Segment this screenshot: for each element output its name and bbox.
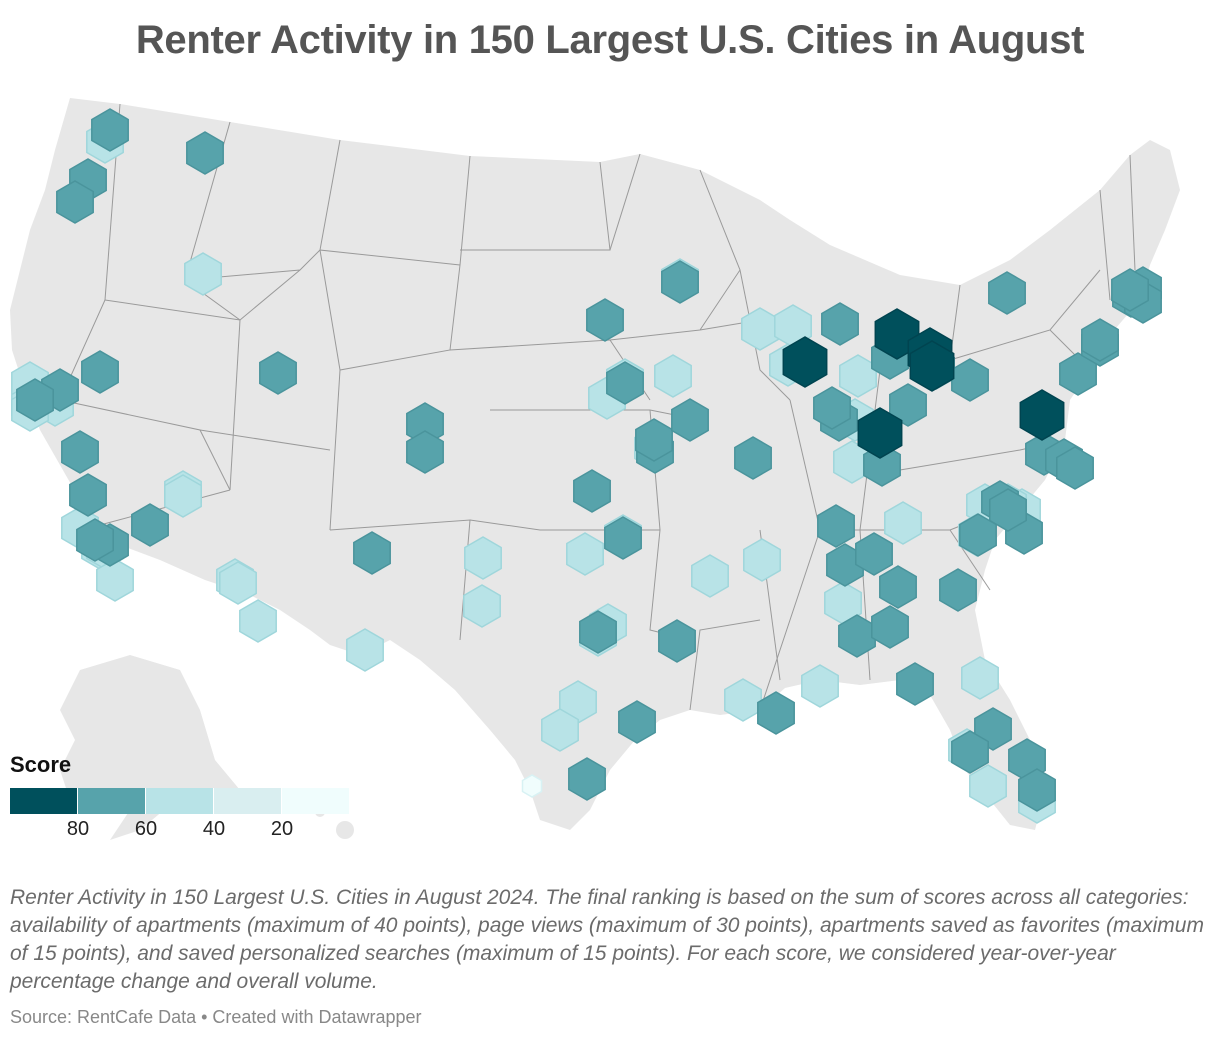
state-border-line	[199, 429, 331, 451]
city-hexagon-60-80[interactable]	[353, 531, 391, 575]
legend-swatch-80plus	[10, 788, 78, 814]
city-hexagon-60-80[interactable]	[871, 605, 909, 649]
map-canvas	[10, 98, 1180, 840]
legend-tick-60: 60	[134, 818, 158, 840]
city-hexagon-40-60[interactable]	[219, 561, 257, 605]
state-border-line	[789, 399, 821, 531]
city-hexagon-60-80[interactable]	[56, 180, 94, 224]
city-hexagon-60-80[interactable]	[76, 518, 114, 562]
state-border-line	[759, 529, 821, 711]
legend-tick-20: 20	[270, 818, 294, 840]
city-hexagon-40-60[interactable]	[463, 584, 501, 628]
chart-caption: Renter Activity in 150 Largest U.S. Citi…	[10, 886, 1204, 993]
city-hexagon-40-60[interactable]	[566, 532, 604, 576]
state-border-line	[1129, 154, 1136, 271]
city-hexagon-80plus[interactable]	[909, 340, 955, 392]
city-hexagon-60-80[interactable]	[586, 298, 624, 342]
city-hexagon-40-60[interactable]	[239, 599, 277, 643]
city-hexagon-60-80[interactable]	[658, 619, 696, 663]
city-hexagon-60-80[interactable]	[879, 565, 917, 609]
city-hexagon-60-80[interactable]	[91, 108, 129, 152]
us-map	[0, 70, 1220, 850]
legend-title: Score	[10, 752, 72, 777]
city-hexagon-60-80[interactable]	[406, 430, 444, 474]
city-hexagon-60-80[interactable]	[734, 436, 772, 480]
city-hexagons	[11, 108, 1162, 824]
city-hexagon-60-80[interactable]	[579, 610, 617, 654]
city-hexagon-60-80[interactable]	[16, 378, 54, 422]
state-border-line	[689, 619, 761, 711]
state-border-line	[319, 249, 461, 371]
source-credit: Source: RentCafe Data • Created with Dat…	[10, 1007, 422, 1027]
legend-color-bar	[10, 788, 350, 814]
state-border-line	[459, 155, 471, 266]
state-border-line	[329, 369, 341, 531]
city-hexagon-60-80[interactable]	[1111, 268, 1149, 312]
state-border-line	[739, 269, 791, 401]
city-hexagon-40-60[interactable]	[969, 764, 1007, 808]
legend-swatch-20-40	[214, 788, 282, 814]
state-border-line	[949, 529, 991, 591]
city-hexagon-60-80[interactable]	[813, 386, 851, 430]
city-hexagon-60-80[interactable]	[889, 383, 927, 427]
city-hexagon-60-80[interactable]	[989, 488, 1027, 532]
city-hexagon-40-60[interactable]	[164, 474, 202, 518]
chart-title: Renter Activity in 150 Largest U.S. Citi…	[135, 18, 1085, 62]
state-border-line	[59, 399, 231, 491]
city-hexagon-80plus[interactable]	[857, 407, 903, 459]
city-hexagon-60-80[interactable]	[821, 302, 859, 346]
city-hexagon-60-80[interactable]	[618, 700, 656, 744]
city-hexagon-40-60[interactable]	[801, 664, 839, 708]
city-hexagon-60-80[interactable]	[568, 757, 606, 801]
city-hexagon-60-80[interactable]	[988, 271, 1026, 315]
city-hexagon-60-80[interactable]	[131, 503, 169, 547]
city-hexagon-40-60[interactable]	[96, 558, 134, 602]
state-border-line	[99, 489, 231, 526]
legend-tick-40: 40	[202, 818, 226, 840]
state-border-line	[1099, 189, 1111, 301]
city-hexagon-80plus[interactable]	[1019, 389, 1065, 441]
city-hexagon-60-80[interactable]	[817, 504, 855, 548]
city-hexagon-40-60[interactable]	[654, 354, 692, 398]
city-hexagon-60-80[interactable]	[855, 532, 893, 576]
city-hexagon-40-60[interactable]	[184, 252, 222, 296]
city-hexagon-40-60[interactable]	[346, 628, 384, 672]
city-hexagon-60-80[interactable]	[61, 430, 99, 474]
city-hexagon-40-60[interactable]	[541, 708, 579, 752]
city-hexagon-60-80[interactable]	[1056, 446, 1094, 490]
legend-swatch-0-20	[282, 788, 350, 814]
city-hexagon-60-80[interactable]	[1018, 768, 1056, 812]
city-hexagon-60-80[interactable]	[661, 260, 699, 304]
city-hexagon-60-80[interactable]	[757, 691, 795, 735]
city-hexagon-60-80[interactable]	[259, 351, 297, 395]
city-hexagon-60-80[interactable]	[896, 662, 934, 706]
city-hexagon-60-80[interactable]	[1081, 318, 1119, 362]
legend-tick-80: 80	[66, 818, 90, 840]
city-hexagon-60-80[interactable]	[939, 568, 977, 612]
city-hexagon-40-60[interactable]	[961, 656, 999, 700]
hawaii-island	[336, 821, 354, 839]
city-hexagon-40-60[interactable]	[724, 678, 762, 722]
city-hexagon-60-80[interactable]	[69, 473, 107, 517]
city-hexagon-40-60[interactable]	[691, 554, 729, 598]
legend-swatch-60-80	[78, 788, 146, 814]
legend: Score 80 60 40 20	[10, 752, 360, 842]
city-hexagon-60-80[interactable]	[81, 350, 119, 394]
city-hexagon-60-80[interactable]	[573, 469, 611, 513]
city-hexagon-40-60[interactable]	[884, 501, 922, 545]
city-hexagon-60-80[interactable]	[604, 516, 642, 560]
city-hexagon-40-60[interactable]	[743, 538, 781, 582]
city-hexagon-80plus[interactable]	[782, 336, 828, 388]
city-hexagon-40-60[interactable]	[464, 536, 502, 580]
city-hexagon-60-80[interactable]	[186, 131, 224, 175]
city-hexagon-60-80[interactable]	[671, 398, 709, 442]
city-hexagon-60-80[interactable]	[951, 730, 989, 774]
city-hexagon-60-80[interactable]	[606, 361, 644, 405]
city-hexagon-0-20[interactable]	[521, 774, 543, 798]
state-border-line	[229, 319, 241, 491]
state-border-line	[609, 153, 641, 251]
state-border-line	[184, 249, 321, 281]
legend-swatch-40-60	[146, 788, 214, 814]
